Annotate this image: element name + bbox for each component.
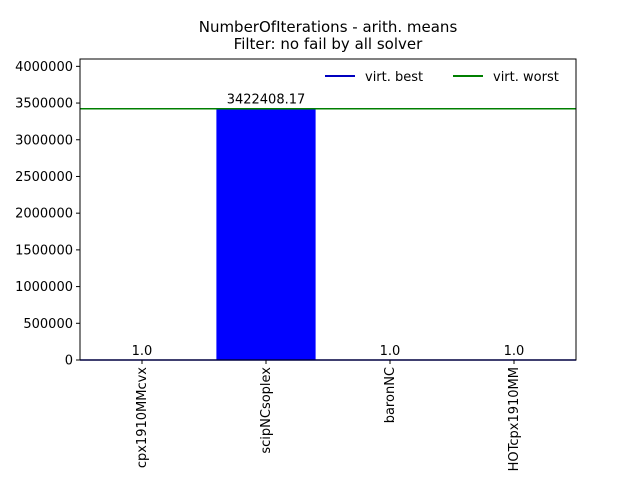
- x-tick-label: cpx1910MMcvx: [135, 367, 150, 468]
- chart-title: NumberOfIterations - arith. means: [199, 18, 458, 36]
- y-tick-label: 2500000: [15, 170, 73, 185]
- data-label: 1.0: [380, 344, 401, 359]
- x-tick-label: HOTcpx1910MM: [507, 367, 522, 471]
- x-axis: cpx1910MMcvx scipNCsoplex baronNC HOTcpx191…: [135, 360, 522, 471]
- y-tick-label: 0: [65, 354, 73, 369]
- y-tick-label: 1500000: [15, 243, 73, 258]
- data-label: 1.0: [132, 344, 153, 359]
- data-label: 1.0: [504, 344, 525, 359]
- legend-label: virt. best: [365, 70, 423, 85]
- bars-group: [92, 108, 564, 361]
- y-tick-label: 1000000: [15, 280, 73, 295]
- y-tick-label: 2000000: [15, 207, 73, 222]
- reference-lines-group: [80, 107, 576, 361]
- x-tick-label: baronNC: [383, 367, 398, 423]
- bar: [216, 108, 316, 361]
- y-tick-label: 3500000: [15, 97, 73, 112]
- legend: virt. best virt. worst: [325, 70, 559, 85]
- y-axis: 0 500000 1000000 1500000 2000000 2500000 30000…: [15, 60, 80, 369]
- y-tick-label: 500000: [23, 317, 73, 332]
- plot-frame: [79, 58, 577, 361]
- chart-subtitle: Filter: no fail by all solver: [234, 35, 423, 53]
- x-tick-label: scipNCsoplex: [259, 367, 274, 454]
- y-tick-label: 4000000: [15, 60, 73, 75]
- data-labels-group: 1.0 3422408.17 1.0 1.0: [132, 93, 525, 359]
- legend-label: virt. worst: [493, 70, 559, 85]
- data-label: 3422408.17: [227, 93, 306, 108]
- y-tick-label: 3000000: [15, 133, 73, 148]
